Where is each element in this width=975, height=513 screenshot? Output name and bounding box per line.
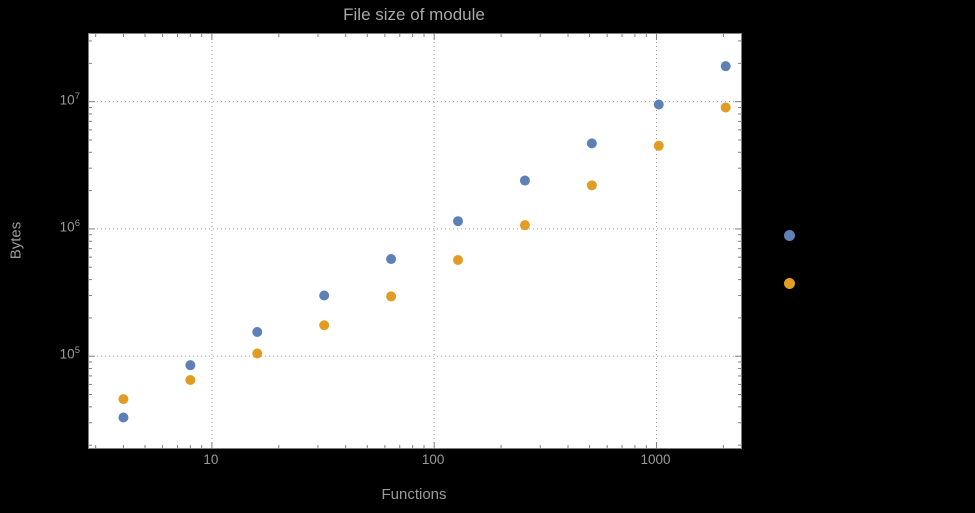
data-point-series-orange	[453, 254, 464, 265]
x-axis-label: Functions	[381, 486, 447, 503]
legend-marker-2	[784, 278, 795, 289]
plot-frame	[88, 33, 742, 449]
data-point-series-blue	[586, 138, 597, 149]
y-axis-label: Bytes	[7, 221, 25, 260]
legend-marker-1	[784, 230, 795, 241]
data-point-series-blue	[720, 61, 731, 72]
data-point-series-orange	[252, 348, 263, 359]
y-tick-label: 106	[59, 217, 80, 235]
data-point-series-blue	[319, 290, 330, 301]
data-point-series-orange	[319, 320, 330, 331]
data-point-series-orange	[118, 394, 129, 405]
chart-title: File size of module	[343, 5, 485, 24]
data-point-series-blue	[386, 254, 397, 265]
x-tick-label: 10	[203, 452, 219, 467]
data-point-series-orange	[720, 102, 731, 113]
y-tick-label: 105	[59, 345, 80, 362]
data-point-series-blue	[653, 99, 664, 110]
data-point-series-blue	[185, 360, 196, 371]
y-tick-label: 107	[59, 90, 80, 108]
data-point-series-orange	[586, 180, 597, 191]
data-point-series-orange	[653, 140, 664, 151]
data-point-series-orange	[519, 220, 530, 231]
x-tick-label: 100	[421, 452, 445, 467]
data-point-series-blue	[118, 412, 129, 423]
data-point-series-orange	[386, 291, 397, 302]
data-point-series-blue	[453, 216, 464, 227]
data-point-series-blue	[252, 326, 263, 337]
x-tick-label: 1000	[640, 452, 671, 467]
plot-area	[89, 34, 741, 448]
data-point-series-blue	[519, 175, 530, 186]
data-point-series-orange	[185, 375, 196, 386]
